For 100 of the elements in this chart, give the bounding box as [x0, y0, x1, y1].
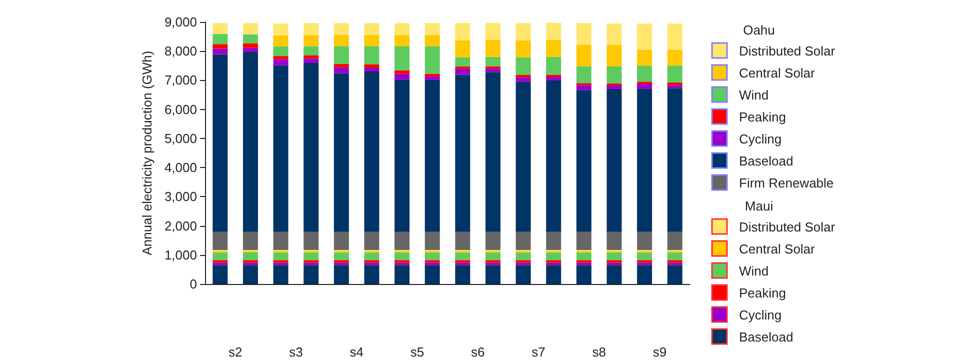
bar [637, 23, 652, 50]
bar [273, 252, 288, 260]
y-tick-label: 9,000 [164, 14, 197, 30]
legend-label: Baseload [739, 154, 794, 168]
bar [424, 265, 440, 284]
bar [455, 40, 470, 58]
bar [455, 262, 470, 266]
text: s9 [652, 344, 667, 360]
legend-label: Distributed Solar [739, 220, 836, 234]
bar [667, 88, 682, 232]
bar [242, 48, 258, 52]
bar [242, 232, 258, 250]
bar [485, 66, 500, 69]
bar [667, 260, 682, 263]
bar [576, 90, 592, 232]
bar [304, 262, 319, 266]
bar [334, 252, 349, 260]
bar [606, 23, 622, 45]
bar [242, 265, 258, 284]
legend-label: Distributed Solar [739, 44, 836, 58]
legend-label: Central Solar [739, 66, 816, 80]
y-tick-label: 6,000 [164, 102, 197, 117]
bar [424, 76, 440, 80]
bar [516, 265, 531, 284]
bar [637, 84, 652, 89]
bar [334, 73, 349, 232]
bar [667, 82, 682, 86]
bar [606, 45, 622, 67]
bar [334, 67, 349, 74]
bar [212, 252, 228, 260]
bar [242, 34, 258, 44]
bar [516, 57, 531, 75]
bar [516, 260, 531, 263]
bar [546, 262, 562, 266]
bar [546, 260, 562, 263]
bar [455, 57, 470, 67]
bar [304, 58, 319, 64]
bar [364, 71, 380, 232]
bar [516, 77, 531, 82]
bar [637, 88, 652, 232]
text: s3 [289, 344, 303, 360]
bar [394, 265, 410, 284]
bar [455, 265, 470, 284]
bar [576, 44, 592, 66]
bar [424, 46, 440, 74]
bar [637, 265, 652, 284]
bar [242, 262, 258, 266]
bar [364, 68, 380, 72]
bar [364, 260, 380, 263]
bar [273, 232, 288, 250]
bar [576, 23, 592, 45]
text: s8 [592, 344, 606, 360]
legend-label: Central Solar [739, 242, 816, 256]
bar [606, 232, 622, 250]
bar [576, 262, 592, 266]
bar [637, 252, 652, 260]
bar [606, 85, 622, 89]
bar [304, 23, 319, 36]
y-tick-label: 1,000 [164, 247, 197, 262]
y-tick-label: 5,000 [164, 130, 197, 146]
bar [455, 252, 470, 260]
bar [667, 85, 682, 88]
bar [394, 252, 410, 260]
bar [546, 56, 562, 75]
bar [304, 252, 319, 260]
bar [637, 82, 652, 84]
text: Oahu [743, 22, 775, 38]
bar [637, 260, 652, 263]
bar [334, 265, 349, 284]
bar [485, 265, 500, 284]
bar [576, 252, 592, 260]
bar [546, 22, 562, 40]
bar [273, 260, 288, 263]
bar [304, 35, 319, 46]
bar [637, 66, 652, 82]
bar [273, 35, 288, 46]
legend-label: Peaking [739, 286, 786, 300]
bar [546, 232, 562, 250]
bar [606, 66, 622, 84]
bar [546, 80, 562, 232]
bar [394, 232, 410, 250]
bar [576, 232, 592, 250]
bar [304, 232, 319, 250]
legend-label: Wind [739, 264, 769, 278]
bar [394, 23, 410, 36]
bar [364, 23, 380, 36]
bar [637, 262, 652, 266]
text: s2 [228, 344, 242, 360]
bar [364, 232, 380, 250]
bar [606, 88, 622, 232]
bar [455, 74, 470, 232]
bar [667, 23, 682, 50]
bar [212, 232, 228, 250]
bar [667, 50, 682, 66]
bar [273, 65, 288, 232]
bar [637, 50, 652, 66]
bar [212, 23, 228, 34]
bar [394, 46, 410, 70]
bar [273, 59, 288, 66]
bar [455, 68, 470, 75]
